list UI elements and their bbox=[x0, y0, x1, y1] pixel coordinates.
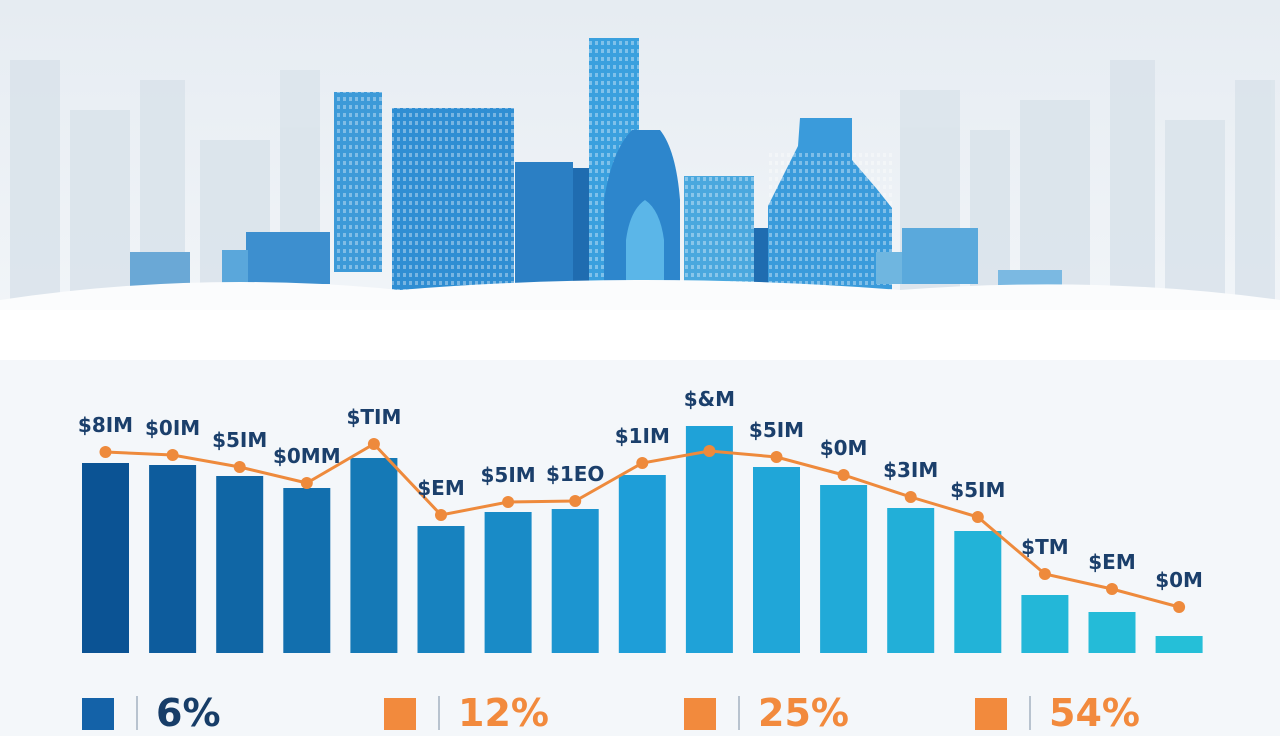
line-point bbox=[99, 446, 112, 458]
bar bbox=[283, 488, 331, 653]
bar-line-chart: $8IM $0IM $5IM$0MM$TIM$EM$5IM $1EO$1IM$&M$5… bbox=[78, 387, 1203, 653]
line-point bbox=[435, 509, 447, 521]
data-label: $8IM bbox=[78, 413, 133, 437]
bar bbox=[1021, 595, 1069, 653]
data-label: $TM bbox=[1021, 535, 1068, 559]
data-label: $5IM bbox=[749, 418, 804, 442]
legend-item: 25% bbox=[684, 691, 849, 736]
data-label: $5IM bbox=[481, 463, 536, 487]
legend-swatch bbox=[384, 698, 416, 730]
legend-label: 54% bbox=[1049, 691, 1140, 735]
data-label: $0M bbox=[820, 436, 868, 460]
data-label: $1EO bbox=[546, 462, 605, 486]
bar bbox=[685, 426, 733, 653]
legend-swatch bbox=[975, 698, 1007, 730]
bar bbox=[820, 485, 868, 653]
bar bbox=[350, 458, 398, 653]
bar bbox=[551, 509, 599, 653]
data-label: $TIM bbox=[346, 405, 401, 429]
legend-label: 12% bbox=[458, 691, 549, 735]
city-skyline-illustration bbox=[0, 0, 1280, 360]
data-label: $1IM bbox=[615, 424, 670, 448]
bar bbox=[82, 463, 129, 653]
line-point bbox=[300, 477, 313, 489]
legend-divider bbox=[438, 696, 440, 730]
line-point bbox=[367, 438, 380, 450]
legend: 6% 12% 25% 54% bbox=[0, 660, 1280, 732]
data-label: $0M bbox=[1155, 568, 1203, 592]
bar bbox=[149, 465, 197, 653]
data-label: $EM bbox=[417, 476, 464, 500]
legend-divider bbox=[738, 696, 740, 730]
bar bbox=[954, 531, 1002, 653]
line-point bbox=[971, 511, 984, 523]
line-point bbox=[233, 461, 246, 473]
bar bbox=[1155, 636, 1203, 653]
line-point bbox=[904, 491, 917, 503]
data-label: $EM bbox=[1088, 550, 1135, 574]
bar bbox=[887, 508, 935, 653]
legend-label: 6% bbox=[156, 691, 221, 735]
data-label: $5IM bbox=[950, 478, 1005, 502]
bar bbox=[1088, 612, 1136, 653]
bar bbox=[484, 512, 532, 653]
legend-item: 12% bbox=[384, 691, 549, 736]
legend-swatch bbox=[684, 698, 716, 730]
bar bbox=[753, 467, 800, 653]
bar bbox=[618, 475, 666, 653]
legend-item: 54% bbox=[975, 691, 1140, 736]
legend-swatch bbox=[82, 698, 114, 730]
line-point bbox=[770, 451, 783, 463]
data-label: $0MM bbox=[273, 444, 341, 468]
line-point bbox=[703, 445, 716, 457]
line-point bbox=[1106, 583, 1118, 595]
line-point bbox=[1038, 568, 1051, 580]
legend-label: 25% bbox=[758, 691, 849, 735]
data-label: $3IM bbox=[883, 458, 938, 482]
legend-divider bbox=[1029, 696, 1031, 730]
legend-divider bbox=[136, 696, 138, 730]
line-point bbox=[569, 495, 582, 507]
legend-item: 6% bbox=[82, 691, 221, 736]
data-label: $0IM bbox=[145, 416, 200, 440]
bar bbox=[216, 476, 264, 653]
line-point bbox=[837, 469, 850, 481]
bar bbox=[417, 526, 465, 653]
line-point bbox=[502, 496, 515, 508]
data-label: $5IM bbox=[212, 428, 267, 452]
line-point bbox=[166, 449, 179, 461]
data-label: $&M bbox=[684, 387, 735, 411]
line-point bbox=[1173, 601, 1186, 613]
line-point bbox=[636, 457, 649, 469]
